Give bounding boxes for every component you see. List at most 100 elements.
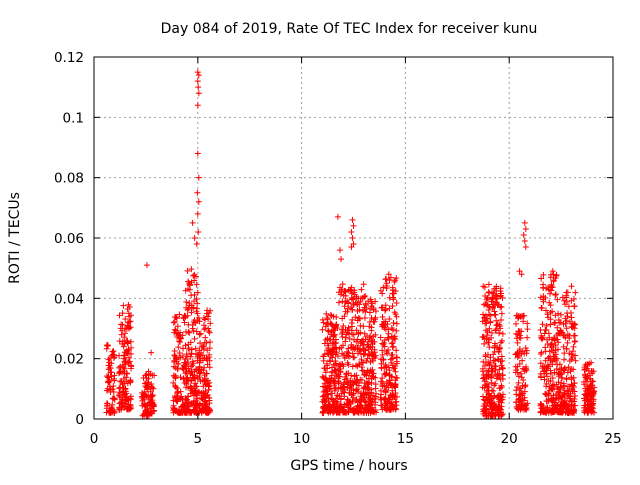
data-point <box>517 370 524 377</box>
data-point <box>362 292 369 299</box>
data-point <box>563 298 570 305</box>
data-point <box>494 344 501 351</box>
data-point <box>589 408 596 415</box>
data-point <box>488 296 495 303</box>
data-point <box>488 329 495 336</box>
data-point <box>521 238 528 245</box>
data-point <box>195 72 202 79</box>
y-tick-label: 0.06 <box>54 231 84 247</box>
data-point <box>324 380 331 387</box>
data-point <box>107 386 114 393</box>
data-point <box>196 402 203 409</box>
data-point <box>146 401 153 408</box>
data-point <box>554 336 561 343</box>
data-point <box>195 174 202 181</box>
data-point <box>189 372 196 379</box>
data-point <box>490 387 497 394</box>
data-point <box>363 369 370 376</box>
data-point <box>518 374 525 381</box>
data-point <box>390 319 397 326</box>
data-point <box>392 381 399 388</box>
data-point <box>186 406 193 413</box>
data-point <box>550 277 557 284</box>
data-point <box>122 359 129 366</box>
data-point <box>555 370 562 377</box>
data-point <box>560 391 567 398</box>
data-point <box>371 316 378 323</box>
data-point <box>521 388 528 395</box>
data-point <box>352 362 359 369</box>
data-point <box>571 380 578 387</box>
data-point <box>203 339 210 346</box>
data-point <box>183 304 190 311</box>
data-point <box>196 318 203 325</box>
data-point <box>563 317 570 324</box>
data-point <box>537 326 544 333</box>
data-point <box>185 359 192 366</box>
data-point <box>485 289 492 296</box>
data-point <box>332 358 339 365</box>
data-point <box>554 361 561 368</box>
data-point <box>499 364 506 371</box>
x-tick-label: 20 <box>501 431 518 447</box>
data-point <box>538 304 545 311</box>
data-point <box>363 357 370 364</box>
data-point <box>196 355 203 362</box>
data-point <box>189 368 196 375</box>
data-point <box>203 409 210 416</box>
data-point <box>572 338 579 345</box>
data-point <box>555 379 562 386</box>
data-point <box>539 403 546 410</box>
data-point <box>562 400 569 407</box>
data-point <box>549 268 556 275</box>
data-point <box>192 397 199 404</box>
data-point <box>365 298 372 305</box>
data-point <box>355 330 362 337</box>
data-point <box>319 373 326 380</box>
plot-frame <box>93 56 614 420</box>
data-point <box>346 382 353 389</box>
data-point <box>197 330 204 337</box>
data-point <box>393 354 400 361</box>
data-point <box>568 314 575 321</box>
y-tick-label: 0.04 <box>54 291 84 307</box>
data-point <box>555 395 562 402</box>
data-point <box>366 323 373 330</box>
data-point <box>349 316 356 323</box>
data-point <box>176 349 183 356</box>
data-point <box>206 345 213 352</box>
data-point <box>373 390 380 397</box>
data-point <box>518 399 525 406</box>
data-point <box>194 289 201 296</box>
data-point <box>383 280 390 287</box>
data-point <box>564 339 571 346</box>
data-point <box>204 307 211 314</box>
data-point <box>172 374 179 381</box>
data-point <box>322 375 329 382</box>
data-point <box>349 216 356 223</box>
data-point <box>196 389 203 396</box>
data-point <box>358 394 365 401</box>
data-point <box>324 391 331 398</box>
data-point <box>187 400 194 407</box>
data-point <box>124 396 131 403</box>
data-point <box>197 353 204 360</box>
data-point <box>485 307 492 313</box>
data-point <box>172 313 179 320</box>
data-point <box>319 326 326 333</box>
data-point <box>483 381 490 388</box>
data-point <box>561 356 568 363</box>
data-point <box>120 352 127 359</box>
data-point <box>498 310 505 317</box>
data-point <box>483 296 490 303</box>
data-point <box>564 369 571 376</box>
data-point <box>560 405 567 412</box>
data-point <box>380 284 387 291</box>
data-point <box>555 339 562 346</box>
data-point <box>385 336 392 343</box>
data-point <box>366 309 373 316</box>
data-point <box>357 298 364 305</box>
data-point <box>352 314 359 321</box>
data-point <box>204 361 211 368</box>
